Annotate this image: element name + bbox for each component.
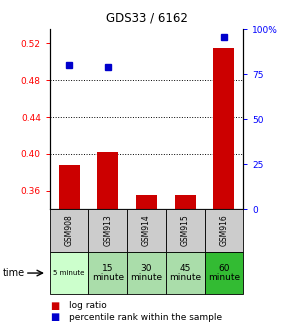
Bar [88, 209, 127, 252]
Text: GSM914: GSM914 [142, 215, 151, 247]
Text: 45
minute: 45 minute [169, 264, 201, 283]
Text: log ratio: log ratio [69, 301, 107, 310]
Bar [88, 252, 127, 294]
Text: ■: ■ [50, 312, 59, 322]
Text: GSM908: GSM908 [65, 215, 74, 247]
Text: 15
minute: 15 minute [92, 264, 124, 283]
Bar [127, 209, 166, 252]
Bar [97, 152, 118, 209]
Text: 60
minute: 60 minute [208, 264, 240, 283]
Bar [59, 165, 80, 209]
Bar [136, 195, 157, 209]
Text: GSM916: GSM916 [219, 215, 228, 247]
Text: GDS33 / 6162: GDS33 / 6162 [105, 11, 188, 25]
Bar [205, 252, 243, 294]
Text: GSM913: GSM913 [103, 215, 112, 247]
Bar [50, 252, 88, 294]
Bar [213, 48, 234, 209]
Text: 30
minute: 30 minute [130, 264, 163, 283]
Bar [175, 195, 196, 209]
Bar [166, 252, 205, 294]
Text: GSM915: GSM915 [181, 215, 190, 247]
Text: ■: ■ [50, 301, 59, 311]
Text: percentile rank within the sample: percentile rank within the sample [69, 313, 222, 322]
Bar [127, 252, 166, 294]
Bar [166, 209, 205, 252]
Text: time: time [3, 268, 25, 278]
Text: 5 minute: 5 minute [53, 270, 85, 276]
Bar [205, 209, 243, 252]
Bar [50, 209, 88, 252]
